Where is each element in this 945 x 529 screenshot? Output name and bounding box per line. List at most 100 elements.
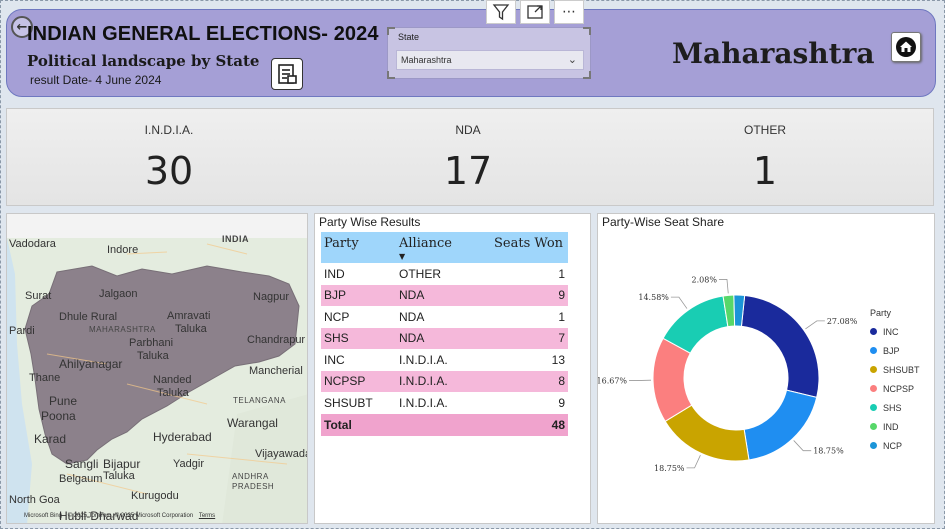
cell-alliance: I.N.D.I.A. xyxy=(399,395,448,410)
slicer-corner xyxy=(583,27,591,35)
map-label: Poona xyxy=(41,409,76,423)
result-date: result Date- 4 June 2024 xyxy=(30,73,162,87)
page-title: INDIAN GENERAL ELECTIONS- 2024 xyxy=(27,23,379,45)
legend-label: SHS xyxy=(883,402,902,413)
donut-slice-inc[interactable] xyxy=(740,294,820,398)
map-label: Jalgaon xyxy=(99,288,138,300)
slice-value-label: 18.75% xyxy=(813,447,844,456)
cell-alliance: I.N.D.I.A. xyxy=(399,374,448,389)
map-label: North Goa xyxy=(9,494,60,506)
legend-swatch xyxy=(870,442,877,449)
map-label: Karad xyxy=(34,432,67,446)
map-label: Taluka xyxy=(157,387,189,399)
map-label: Hubli-Dharwad xyxy=(59,509,139,523)
legend-item-ind[interactable]: IND xyxy=(870,417,920,436)
table-row[interactable]: BJP NDA 9 xyxy=(321,284,568,306)
column-header-party[interactable]: Party xyxy=(324,236,359,251)
back-arrow-icon[interactable]: ← xyxy=(11,16,33,38)
cell-seats: 7 xyxy=(558,331,565,346)
chart-legend: Party INC BJP SHSUBT NCPSP SHS IND NCP xyxy=(870,308,920,455)
table-title: Party Wise Results xyxy=(319,215,421,229)
cell-party: SHSUBT xyxy=(324,395,373,410)
cell-party: IND xyxy=(324,266,345,281)
slice-value-label: 27.08% xyxy=(827,317,858,326)
legend-item-shs[interactable]: SHS xyxy=(870,398,920,417)
filter-button[interactable] xyxy=(486,0,516,24)
kpi-nda: NDA 17 xyxy=(318,109,618,193)
legend-label: SHSUBT xyxy=(883,364,920,375)
state-slicer: State Maharashtra ⌄ xyxy=(387,27,591,79)
donut-slice-bjp[interactable] xyxy=(743,389,818,461)
cell-party: NCP xyxy=(324,309,350,324)
map-label: Taluka xyxy=(137,350,169,362)
legend-item-ncp[interactable]: NCP xyxy=(870,436,920,455)
legend-item-shsubt[interactable]: SHSUBT xyxy=(870,360,920,379)
legend-item-ncpsp[interactable]: NCPSP xyxy=(870,379,920,398)
map-label: Parbhani xyxy=(129,337,174,349)
cell-alliance: NDA xyxy=(399,331,425,346)
table-row[interactable]: SHSUBT I.N.D.I.A. 9 xyxy=(321,392,568,414)
legend-swatch xyxy=(870,328,877,335)
table-row[interactable]: SHS NDA 7 xyxy=(321,327,568,349)
column-header-seats[interactable]: Seats Won xyxy=(494,236,564,251)
kpi-value: 17 xyxy=(443,149,493,193)
cell-party: INC xyxy=(324,352,345,367)
map-label: Kurugodu xyxy=(131,490,179,502)
state-dropdown-value: Maharashtra xyxy=(401,55,452,65)
seat-share-donut[interactable]: 27.08% 18.75% 18.75% 16.67% 14.58% 2.08% xyxy=(598,214,936,525)
report-details-icon[interactable] xyxy=(271,58,303,90)
legend-swatch xyxy=(870,347,877,354)
total-value: 48 xyxy=(551,417,565,432)
kpi-value: 1 xyxy=(752,149,778,193)
map-label: Ahilyanagar xyxy=(59,357,123,371)
state-map[interactable]: Vadodara Indore INDIA Surat Jalgaon Nagp… xyxy=(6,213,308,524)
cell-seats: 1 xyxy=(558,309,565,324)
map-label: Amravati xyxy=(167,310,211,322)
home-button[interactable] xyxy=(891,32,921,62)
visual-toolbar: ⋯ xyxy=(486,0,584,24)
legend-swatch xyxy=(870,404,877,411)
map-label: Surat xyxy=(25,290,52,302)
cell-party: NCPSP xyxy=(324,374,366,389)
slice-value-label: 18.75% xyxy=(654,464,685,473)
map-label: Nanded xyxy=(153,374,192,386)
map-copyright: Microsoft Bing © 2025 TomTom, © 2025 Mic… xyxy=(24,513,215,519)
map-label: Chandrapur xyxy=(247,334,306,346)
table-row[interactable]: INC I.N.D.I.A. 13 xyxy=(321,349,568,371)
state-dropdown[interactable]: Maharashtra ⌄ xyxy=(396,50,584,70)
legend-item-bjp[interactable]: BJP xyxy=(870,341,920,360)
slice-leader-line xyxy=(793,440,812,452)
slice-value-label: 14.58% xyxy=(638,293,669,302)
table-row[interactable]: IND OTHER 1 xyxy=(321,263,568,285)
slice-value-label: 2.08% xyxy=(692,275,718,284)
map-label: Thane xyxy=(29,372,61,384)
cell-seats: 8 xyxy=(558,374,565,389)
map-terms-link[interactable]: Terms xyxy=(198,513,216,519)
cell-seats: 9 xyxy=(558,288,565,303)
legend-item-inc[interactable]: INC xyxy=(870,322,920,341)
legend-label: IND xyxy=(883,421,899,432)
cell-alliance: NDA xyxy=(399,288,425,303)
donut-slice-ncp[interactable] xyxy=(733,294,746,327)
map-label: Warangal xyxy=(227,416,278,430)
slice-leader-line xyxy=(686,455,701,469)
alliance-kpi-strip: I.N.D.I.A. 30 NDA 17 OTHER 1 xyxy=(6,108,934,206)
column-header-alliance-label: Alliance xyxy=(399,236,452,251)
more-options-button[interactable]: ⋯ xyxy=(554,0,584,24)
table-row[interactable]: NCP NDA 1 xyxy=(321,306,568,328)
slice-leader-line xyxy=(718,279,729,294)
focus-mode-icon xyxy=(527,5,543,19)
map-label: Belgaum xyxy=(59,473,103,485)
seat-share-chart-panel: Party-Wise Seat Share 27.08% 18.75% 18.75%… xyxy=(597,213,935,524)
table-row[interactable]: NCPSP I.N.D.I.A. 8 xyxy=(321,370,568,392)
slice-leader-line xyxy=(670,296,688,309)
kpi-label: I.N.D.I.A. xyxy=(144,123,194,137)
cell-alliance: NDA xyxy=(399,309,425,324)
kpi-other: OTHER 1 xyxy=(615,109,915,193)
focus-mode-button[interactable] xyxy=(520,0,550,24)
legend-swatch xyxy=(870,385,877,392)
column-header-alliance[interactable]: Alliance ▼ xyxy=(396,232,490,263)
page-subtitle: Political landscape by State xyxy=(27,52,260,70)
chevron-down-icon: ⌄ xyxy=(567,54,577,66)
legend-swatch xyxy=(870,423,877,430)
